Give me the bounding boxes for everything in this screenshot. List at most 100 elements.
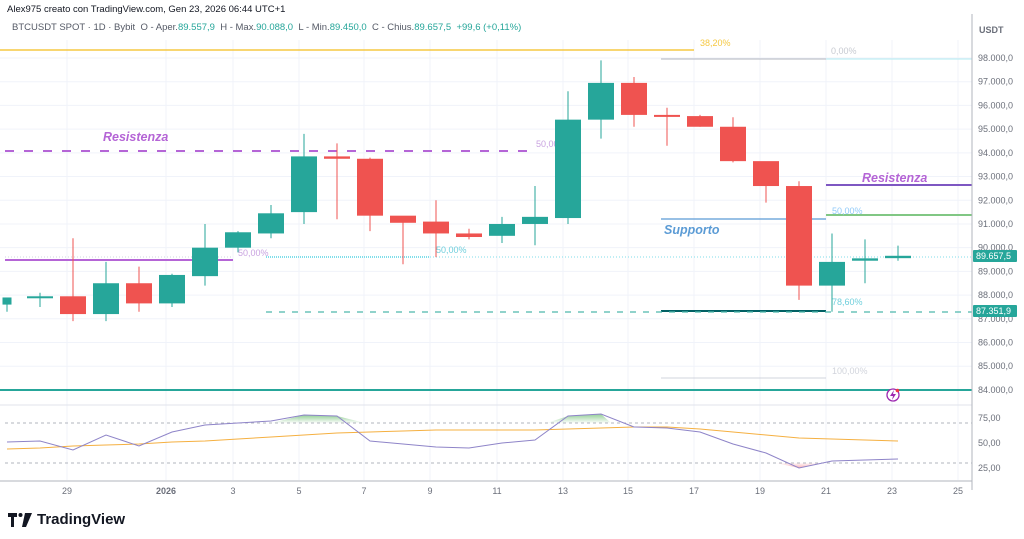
candle[interactable]	[93, 261, 119, 322]
price-tick: 84.000,0	[978, 385, 1013, 395]
candle[interactable]	[456, 228, 482, 240]
price-tick: 89.000,0	[978, 266, 1013, 276]
resistance-label-left[interactable]: Resistenza	[103, 130, 168, 144]
price-tick: 93.000,0	[978, 172, 1013, 182]
low-value: 89.450,0	[329, 22, 367, 33]
currency-label: USDT	[979, 25, 1004, 35]
rsi-ma-line	[6, 426, 899, 450]
chart-caption: Alex975 creato con TradingView.com, Gen …	[7, 4, 286, 15]
candle[interactable]	[126, 266, 152, 312]
price-tick: 88.000,0	[978, 290, 1013, 300]
drawings[interactable]: 38,20% 0,00% Resistenza 50,00% 50,00% 50,00% S…	[0, 38, 972, 391]
svg-text:87.351,9: 87.351,9	[976, 306, 1011, 316]
candle[interactable]	[258, 205, 284, 239]
axes[interactable]: USDT 98.000,0 97.000,0 96.000,0 95.000,0 94.0…	[62, 14, 1017, 496]
symbol-name[interactable]: BTCUSDT SPOT · 1D · Bybit	[12, 22, 136, 33]
candle[interactable]	[753, 161, 779, 203]
level-price-tag[interactable]: 87.351,9	[973, 305, 1017, 317]
candle[interactable]	[423, 200, 449, 258]
price-tick: 85.000,0	[978, 361, 1013, 371]
candle[interactable]	[60, 238, 86, 322]
brand-name: TradingView	[37, 511, 126, 528]
rsi-tick: 75,00	[978, 413, 1001, 423]
time-tick: 7	[361, 486, 366, 496]
time-tick: 29	[62, 486, 72, 496]
price-tick: 95.000,0	[978, 124, 1013, 134]
rsi-line	[6, 413, 899, 469]
candle[interactable]	[786, 181, 812, 300]
rsi-tick: 25,00	[978, 463, 1001, 473]
price-tick: 86.000,0	[978, 338, 1013, 348]
fib-0-label: 0,00%	[831, 46, 857, 56]
candlesticks	[2, 60, 911, 322]
fib-382-label: 38,20%	[700, 38, 731, 48]
open-value: 89.557,9	[177, 22, 215, 33]
price-tick: 94.000,0	[978, 148, 1013, 158]
candle[interactable]	[885, 245, 911, 261]
candle[interactable]	[291, 133, 317, 224]
high-label: H - Max.	[220, 22, 257, 33]
candle[interactable]	[621, 76, 647, 127]
price-tick: 91.000,0	[978, 219, 1013, 229]
alert-lightning-icon[interactable]	[886, 388, 900, 402]
candle[interactable]	[588, 60, 614, 139]
time-tick: 13	[558, 486, 568, 496]
candle[interactable]	[357, 157, 383, 232]
time-tick: 3	[230, 486, 235, 496]
rsi-pane	[5, 413, 972, 469]
tradingview-logo-icon	[8, 512, 32, 527]
candle[interactable]	[225, 231, 251, 253]
time-tick: 15	[623, 486, 633, 496]
time-tick: 17	[689, 486, 699, 496]
candle[interactable]	[819, 233, 845, 312]
time-tick: 25	[953, 486, 963, 496]
annotations[interactable]	[886, 388, 900, 402]
open-label: O - Aper.	[140, 22, 178, 33]
rsi-tick: 50,00	[978, 438, 1001, 448]
fib-50-label-b: 50,00%	[238, 248, 269, 258]
last-price-tag[interactable]: 89.657,5	[973, 250, 1017, 262]
candle[interactable]	[654, 107, 680, 146]
time-tick: 21	[821, 486, 831, 496]
price-tick: 97.000,0	[978, 77, 1013, 87]
time-tick: 19	[755, 486, 765, 496]
candle[interactable]	[27, 292, 53, 307]
resistance-label-right[interactable]: Resistenza	[862, 171, 927, 185]
low-label: L - Min.	[298, 22, 330, 33]
fib-50-label-a: 50,00%	[536, 139, 567, 149]
price-tick: 90.000,0	[978, 243, 1013, 253]
fib-100-label: 100,00%	[832, 366, 868, 376]
tradingview-logo[interactable]: TradingView	[8, 511, 125, 528]
fib-786-label: 78,60%	[832, 297, 863, 307]
time-tick: 11	[492, 486, 501, 496]
close-label: C - Chius.	[371, 22, 415, 33]
high-value: 90.088,0	[256, 22, 294, 33]
candle[interactable]	[555, 91, 581, 224]
candle[interactable]	[522, 186, 548, 246]
candle[interactable]	[720, 117, 746, 163]
candle[interactable]	[324, 143, 350, 220]
candle[interactable]	[2, 297, 12, 312]
time-tick: 23	[887, 486, 897, 496]
time-tick: 9	[427, 486, 432, 496]
candle[interactable]	[687, 114, 713, 127]
candle[interactable]	[159, 273, 185, 307]
price-tick: 87.000,0	[978, 314, 1013, 324]
symbol-legend: BTCUSDT SPOT · 1D · Bybit O - Aper.89.55…	[12, 22, 521, 33]
price-tick: 98.000,0	[978, 53, 1013, 63]
support-label[interactable]: Supporto	[664, 223, 720, 237]
close-value: 89.657,5	[414, 22, 452, 33]
candle[interactable]	[489, 216, 515, 243]
price-tick: 92.000,0	[978, 195, 1013, 205]
change-value: +99,6 (+0,11%)	[456, 22, 522, 33]
candle[interactable]	[192, 223, 218, 286]
fib-50-label-d: 50,00%	[832, 206, 863, 216]
fib-50-label-c: 50,00%	[436, 245, 467, 255]
svg-text:89.657,5: 89.657,5	[976, 251, 1011, 261]
candle[interactable]	[852, 239, 878, 284]
time-tick: 5	[296, 486, 301, 496]
time-tick: 2026	[156, 486, 176, 496]
candle[interactable]	[390, 215, 416, 265]
price-tick: 96.000,0	[978, 100, 1013, 110]
